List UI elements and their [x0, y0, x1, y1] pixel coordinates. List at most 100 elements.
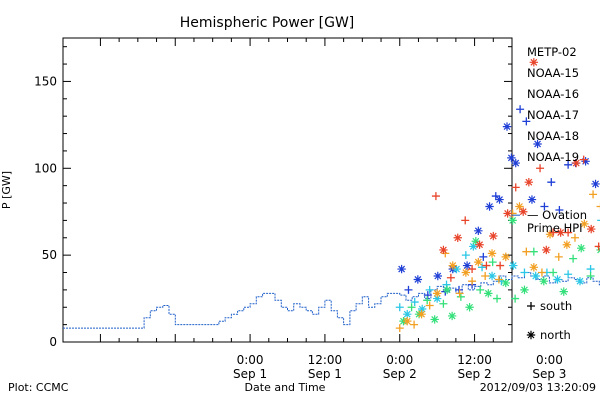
- noaa-16-south-marker: [564, 270, 573, 279]
- legend-entry: NOAA-18: [527, 129, 579, 143]
- noaa-17-south-marker: [423, 296, 432, 305]
- noaa-16-south-marker: [442, 280, 451, 289]
- legend-entry: METP-02: [527, 45, 577, 59]
- noaa-17-north-marker: [430, 315, 439, 324]
- plot-frame: [62, 37, 513, 343]
- noaa-19-north-marker: [572, 158, 581, 168]
- noaa-18-north-marker: [417, 310, 426, 319]
- noaa-19-south-marker: [549, 228, 558, 237]
- noaa-19-north-marker: [439, 245, 448, 255]
- x-tick-time: 0:00: [237, 353, 264, 367]
- noaa-18-north-marker: [580, 219, 589, 229]
- y-tick-label: 150: [34, 74, 57, 88]
- noaa-19-north-marker: [542, 245, 551, 255]
- noaa-17-south-marker: [456, 292, 465, 301]
- noaa-19-south-marker: [496, 261, 505, 270]
- noaa-17-south-marker: [439, 299, 448, 308]
- noaa-19-south-marker: [536, 164, 545, 173]
- noaa-17-north-marker: [508, 216, 517, 225]
- noaa-18-south-marker: [410, 320, 419, 329]
- x-tick-date: Sep 3: [532, 367, 566, 381]
- noaa-15-north-marker: [413, 275, 423, 284]
- noaa-17-south-marker: [529, 247, 538, 256]
- data-markers: [395, 58, 600, 333]
- noaa-19-north-marker: [489, 231, 498, 241]
- noaa-18-south-marker: [425, 301, 434, 310]
- legend-marker-label: north: [540, 328, 571, 342]
- noaa-15-north-marker: [485, 202, 494, 211]
- noaa-19-north-marker: [519, 207, 528, 216]
- noaa-15-north-marker: [474, 226, 483, 236]
- noaa-19-north-marker: [524, 177, 534, 187]
- noaa-17-north-marker: [447, 311, 457, 321]
- x-tick-date: Sep 2: [458, 367, 492, 381]
- legend-entry: NOAA-19: [527, 150, 579, 164]
- noaa-19-south-marker: [468, 265, 477, 274]
- noaa-16-north-marker: [418, 304, 427, 314]
- ovation-prime-hpi-line: [63, 272, 600, 329]
- noaa-18-north-marker: [501, 252, 510, 262]
- noaa-19-south-marker: [431, 192, 440, 201]
- noaa-19-south-marker: [594, 242, 600, 251]
- noaa-15-south-marker: [555, 205, 564, 214]
- noaa-15-north-marker: [533, 139, 542, 149]
- noaa-15-north-marker: [495, 195, 504, 204]
- legend-star-symbol: [526, 330, 536, 340]
- noaa-18-north-marker: [474, 257, 483, 267]
- noaa-15-north-marker: [527, 195, 537, 204]
- noaa-18-north-marker: [515, 202, 524, 211]
- noaa-19-north-marker: [475, 240, 484, 249]
- noaa-16-south-marker: [597, 219, 600, 222]
- noaa-15-south-marker: [522, 117, 531, 126]
- noaa-17-north-marker: [465, 303, 474, 312]
- noaa-18-south-marker: [589, 190, 598, 199]
- noaa-19-north-marker: [556, 228, 565, 237]
- plot-timestamp: 2012/09/03 13:20:09: [480, 381, 596, 394]
- noaa-16-south-marker: [520, 268, 529, 277]
- noaa-19-north-marker: [586, 224, 596, 234]
- noaa-15-south-marker: [547, 178, 556, 187]
- noaa-17-south-marker: [493, 294, 502, 303]
- noaa-18-south-marker: [441, 249, 450, 258]
- noaa-16-north-marker: [487, 271, 497, 281]
- noaa-17-north-marker: [471, 237, 481, 246]
- noaa-19-south-marker: [482, 261, 491, 270]
- noaa-17-north-marker: [484, 289, 493, 298]
- marker-legend: south north: [526, 299, 572, 342]
- noaa-15-south-marker: [540, 202, 549, 211]
- x-axis-label: Date and Time: [245, 381, 326, 394]
- noaa-18-south-marker: [522, 247, 531, 256]
- noaa-16-north-marker: [509, 261, 518, 270]
- noaa-16-south-marker: [586, 265, 595, 274]
- noaa-18-south-marker: [468, 277, 477, 286]
- noaa-16-north-marker: [553, 275, 562, 284]
- noaa-18-south-marker: [455, 289, 464, 298]
- noaa-18-south-marker: [537, 268, 546, 277]
- y-tick-label: 50: [42, 248, 57, 262]
- noaa-18-south-marker: [570, 233, 579, 242]
- noaa-19-north-marker: [529, 58, 539, 67]
- noaa-17-north-marker: [577, 243, 586, 253]
- noaa-15-north-marker: [433, 271, 442, 281]
- y-axis-label: P [GW]: [0, 171, 13, 209]
- noaa-17-south-marker: [407, 303, 416, 312]
- y-axis: 0 50 100 150: [34, 46, 512, 349]
- noaa-15-north-marker: [581, 157, 590, 166]
- noaa-16-north-marker: [452, 264, 461, 274]
- noaa-15-south-marker: [516, 105, 525, 114]
- noaa-16-north-marker: [531, 271, 540, 281]
- noaa-19-south-marker: [511, 183, 520, 192]
- noaa-17-south-marker: [476, 285, 485, 294]
- noaa-15-north-marker: [397, 264, 406, 274]
- legend-plus-symbol: [527, 302, 535, 310]
- legend-entry: NOAA-15: [527, 66, 579, 80]
- noaa-17-north-marker: [520, 285, 529, 295]
- noaa-16-north-marker: [575, 277, 585, 286]
- noaa-15-south-marker: [404, 285, 413, 294]
- y-tick-label: 100: [34, 161, 57, 175]
- noaa-18-north-marker: [529, 263, 539, 272]
- noaa-18-north-marker: [448, 261, 457, 270]
- noaa-17-south-marker: [511, 294, 520, 303]
- noaa-18-south-marker: [481, 271, 490, 280]
